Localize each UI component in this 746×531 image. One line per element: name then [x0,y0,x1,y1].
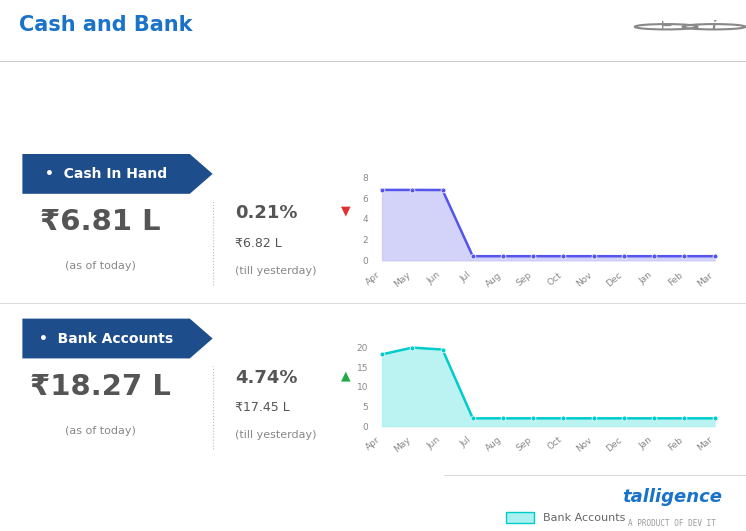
Text: •  Cash In Hand: • Cash In Hand [45,167,167,181]
Text: i: i [712,20,716,33]
Text: ₹6.82 L: ₹6.82 L [235,236,282,250]
Text: A PRODUCT OF DEV IT: A PRODUCT OF DEV IT [628,519,716,528]
Text: (till yesterday): (till yesterday) [235,431,316,440]
Text: ₹17.45 L: ₹17.45 L [235,401,289,414]
Text: talligence: talligence [622,489,722,507]
Text: ₹6.81 L: ₹6.81 L [40,209,161,236]
Text: •  Bank Accounts: • Bank Accounts [39,331,173,346]
Text: 0.21%: 0.21% [235,204,298,222]
Text: Cash and Bank: Cash and Bank [19,15,192,36]
Text: (as of today): (as of today) [65,261,137,271]
Text: ▼: ▼ [342,205,351,218]
Text: 4.74%: 4.74% [235,369,298,387]
Legend: Bank Accounts: Bank Accounts [502,507,630,528]
Text: (as of today): (as of today) [65,426,137,436]
Text: (till yesterday): (till yesterday) [235,266,316,276]
Text: ₹18.27 L: ₹18.27 L [31,373,171,401]
Text: ▲: ▲ [342,370,351,382]
Legend: Cash-in-Hand: Cash-in-Hand [506,342,626,363]
Text: ⊢: ⊢ [660,20,672,33]
